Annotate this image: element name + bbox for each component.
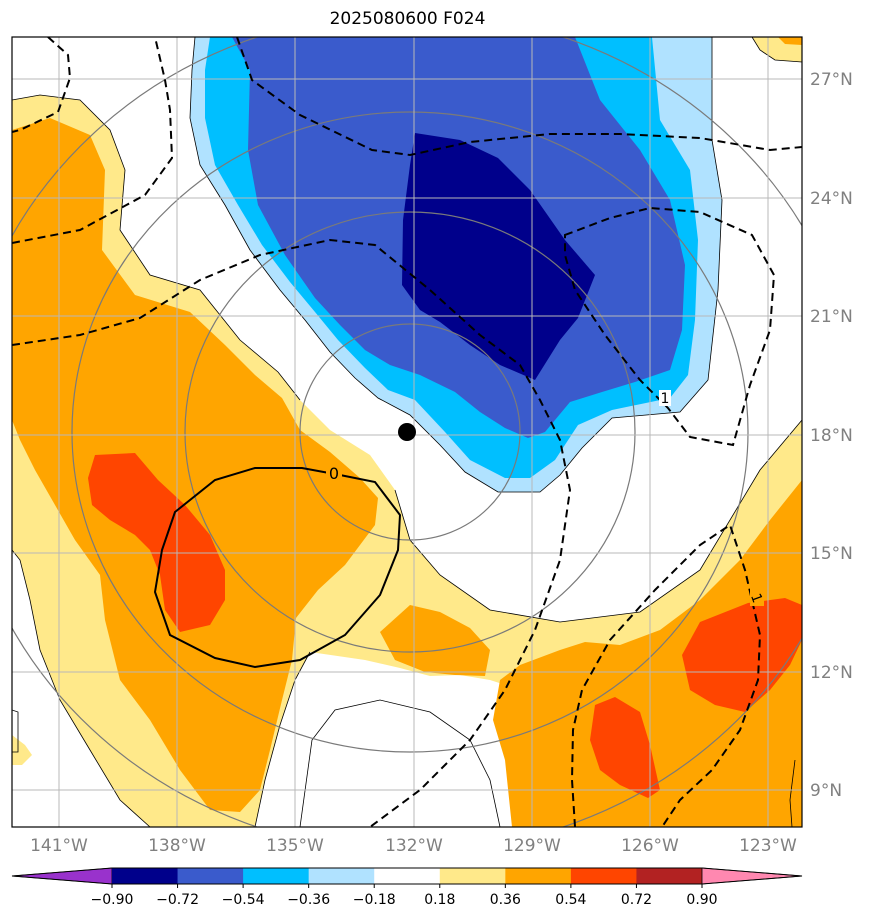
fill-level-plus-036-east: [493, 480, 802, 827]
longitude-axis: 141°W 138°W 135°W 132°W 129°W 126°W 123°…: [30, 836, 797, 856]
fill-level-minus-072: [402, 133, 595, 380]
colorbar-tick-label: −0.90: [91, 892, 134, 908]
colorbar-tick-label: 0.72: [621, 892, 652, 908]
lon-tick-label: 129°W: [503, 836, 561, 856]
colorbar-tick-label: −0.72: [156, 892, 199, 908]
colorbar-cell: [177, 868, 244, 884]
lon-tick-label: 141°W: [30, 836, 88, 856]
colorbar-extend-high: [701, 867, 803, 885]
contour-label-zero: 0: [329, 464, 339, 483]
lon-tick-label: 123°W: [739, 836, 797, 856]
lon-tick-label: 135°W: [266, 836, 324, 856]
range-ring-3: [71, 111, 749, 753]
lat-tick-label: 12°N: [810, 663, 853, 683]
colorbar-tick-label: −0.36: [287, 892, 330, 908]
lon-tick-label: 132°W: [385, 836, 443, 856]
lat-tick-label: 24°N: [810, 189, 853, 209]
contour-label-one-east: 1: [661, 391, 670, 407]
fill-level-plus-054-east: [682, 598, 802, 712]
fill-level-plus-018-left-edge: [12, 735, 32, 765]
lat-tick-label: 18°N: [810, 426, 853, 446]
storm-center-marker: [398, 423, 416, 441]
colorbar-cell: [439, 868, 506, 884]
zero-contour: [153, 467, 402, 669]
colorbar-cell: [243, 868, 310, 884]
negative-anomaly-fill: [190, 37, 722, 492]
range-rings: [12, 37, 802, 827]
dashed-contour-southeast: [570, 523, 762, 827]
lat-tick-label: 27°N: [810, 70, 853, 90]
colorbar-cell: [374, 868, 441, 884]
colorbar-tick-label: −0.54: [222, 892, 265, 908]
map-plot-area: 0 1 1: [12, 37, 802, 827]
colorbar-tick-label: 0.18: [424, 892, 455, 908]
colorbar-cell: [570, 868, 637, 884]
colorbar-extend-low: [11, 867, 113, 885]
range-ring-2: [184, 211, 636, 653]
positive-anomaly-east-fill: [493, 480, 802, 827]
fill-level-plus-036-south: [380, 605, 490, 676]
colorbar-tick-label: 0.54: [555, 892, 586, 908]
dashed-contour-northwest: [12, 37, 72, 133]
colorbar: −0.90 −0.72 −0.54 −0.36 −0.18 0.18 0.36 0.54 0.7…: [11, 867, 803, 908]
map-frame: [11, 36, 803, 828]
range-ring-1: [299, 323, 521, 541]
dashed-contour-north-1: [12, 37, 174, 244]
colorbar-cell: [505, 868, 572, 884]
lat-tick-label: 9°N: [810, 781, 842, 801]
lat-tick-label: 21°N: [810, 307, 853, 327]
colorbar-tick-label: 0.90: [686, 892, 717, 908]
dashed-contour-west-east: [12, 238, 572, 827]
lon-tick-label: 138°W: [148, 836, 206, 856]
colorbar-tick-label: −0.18: [353, 892, 396, 908]
dashed-contours: [12, 37, 802, 827]
colorbar-cell: [112, 868, 179, 884]
map-title: 2025080600 F024: [329, 9, 486, 29]
fill-level-plus-036-west: [12, 118, 378, 812]
lat-tick-label: 15°N: [810, 544, 853, 564]
colorbar-tick-label: 0.36: [490, 892, 521, 908]
fill-level-plus-054-east-small: [590, 697, 660, 798]
colorbar-cell: [636, 868, 703, 884]
colorbar-cell: [308, 868, 375, 884]
lon-tick-label: 126°W: [621, 836, 679, 856]
fill-level-plus-054-west: [88, 453, 225, 632]
latitude-axis: 27°N 24°N 21°N 18°N 15°N 12°N 9°N: [810, 70, 853, 801]
dashed-contour-north-2: [236, 37, 802, 157]
fill-level-plus-036-northeast: [778, 37, 802, 45]
